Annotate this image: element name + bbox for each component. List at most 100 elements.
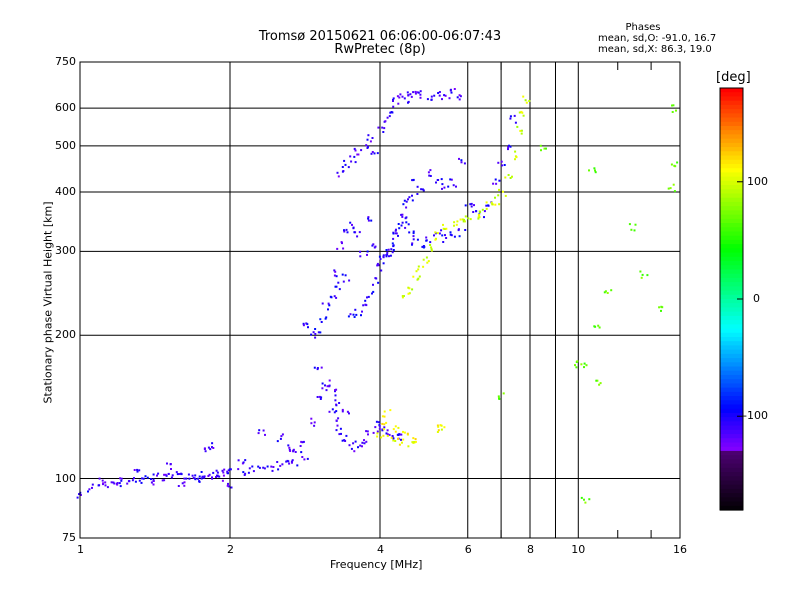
data-point bbox=[411, 288, 414, 291]
data-point bbox=[204, 450, 207, 453]
data-point bbox=[504, 194, 507, 197]
y-tick-label: 75 bbox=[62, 531, 76, 544]
data-point bbox=[270, 465, 273, 468]
data-point bbox=[288, 446, 291, 449]
data-point bbox=[244, 472, 247, 475]
data-point bbox=[169, 463, 172, 465]
data-point bbox=[300, 451, 303, 454]
data-point bbox=[222, 471, 225, 474]
data-point bbox=[580, 363, 583, 366]
data-point bbox=[386, 434, 389, 437]
data-point bbox=[596, 379, 599, 382]
data-point bbox=[133, 477, 135, 480]
data-point bbox=[521, 111, 524, 114]
x-tick-label: 16 bbox=[673, 543, 687, 556]
data-point bbox=[467, 217, 470, 220]
data-point bbox=[156, 474, 158, 477]
data-point bbox=[306, 457, 309, 460]
colorbar-segment bbox=[720, 223, 743, 228]
data-point bbox=[365, 304, 368, 307]
data-point bbox=[429, 175, 432, 177]
data-point bbox=[211, 477, 214, 480]
colorbar-segment bbox=[720, 261, 743, 266]
data-point bbox=[407, 198, 409, 201]
data-point bbox=[401, 295, 404, 297]
colorbar-segment bbox=[720, 324, 743, 330]
data-point bbox=[458, 157, 460, 160]
data-point bbox=[170, 468, 172, 470]
data-point bbox=[281, 433, 284, 436]
data-point bbox=[207, 475, 210, 477]
data-point bbox=[372, 290, 375, 293]
data-point bbox=[494, 178, 497, 181]
colorbar-segment bbox=[720, 438, 743, 444]
data-point bbox=[301, 456, 304, 458]
data-point bbox=[412, 235, 415, 238]
data-point bbox=[266, 465, 269, 468]
data-point bbox=[227, 469, 230, 472]
data-point bbox=[671, 111, 674, 113]
data-point bbox=[356, 153, 359, 156]
data-point bbox=[441, 187, 443, 190]
data-point bbox=[198, 475, 201, 478]
data-point bbox=[110, 481, 113, 484]
colorbar-segment bbox=[720, 138, 743, 144]
data-point bbox=[580, 496, 583, 499]
data-point bbox=[387, 248, 390, 251]
data-point bbox=[321, 382, 324, 385]
data-point bbox=[262, 429, 265, 432]
data-point bbox=[192, 476, 195, 479]
data-point bbox=[299, 445, 302, 447]
data-point bbox=[133, 469, 136, 471]
colorbar-segment bbox=[720, 450, 743, 456]
data-point bbox=[412, 178, 415, 181]
data-point bbox=[450, 234, 453, 237]
colorbar-segment bbox=[720, 125, 743, 131]
data-point bbox=[134, 480, 137, 483]
data-point bbox=[433, 94, 436, 97]
data-point bbox=[425, 239, 428, 242]
data-point bbox=[120, 479, 123, 482]
data-point bbox=[445, 237, 448, 239]
data-point bbox=[661, 306, 664, 309]
data-point bbox=[396, 433, 399, 436]
data-point bbox=[404, 226, 407, 229]
data-point bbox=[401, 95, 404, 98]
data-point bbox=[150, 481, 153, 484]
data-point bbox=[345, 434, 348, 437]
data-point bbox=[425, 256, 428, 259]
colorbar-segment bbox=[720, 501, 743, 507]
data-point bbox=[483, 210, 486, 213]
data-point bbox=[302, 324, 305, 327]
grid-lines bbox=[80, 62, 680, 538]
data-point bbox=[426, 98, 429, 101]
data-point bbox=[459, 95, 462, 98]
data-point bbox=[382, 254, 385, 257]
data-point bbox=[366, 430, 369, 433]
data-point bbox=[371, 244, 374, 247]
data-point bbox=[334, 394, 337, 397]
data-point bbox=[371, 137, 374, 139]
data-point bbox=[349, 313, 352, 316]
data-point bbox=[178, 473, 181, 475]
data-point bbox=[458, 94, 461, 97]
colorbar-segment bbox=[720, 193, 743, 199]
data-point bbox=[120, 477, 123, 480]
data-point bbox=[324, 384, 326, 387]
data-point bbox=[367, 134, 370, 137]
colorbar-segment bbox=[720, 412, 743, 418]
data-point bbox=[392, 105, 395, 108]
data-point bbox=[287, 460, 290, 463]
data-point bbox=[385, 254, 388, 256]
data-point bbox=[312, 331, 315, 334]
data-point bbox=[469, 203, 472, 206]
data-point bbox=[413, 441, 416, 443]
data-point bbox=[341, 439, 344, 442]
data-point bbox=[420, 188, 423, 191]
colorbar-segment bbox=[720, 459, 743, 465]
data-point bbox=[397, 102, 400, 105]
phase-stats: Phases mean, sd,O: -91.0, 16.7 mean, sd,… bbox=[598, 22, 716, 55]
data-point bbox=[334, 399, 337, 402]
data-point bbox=[604, 290, 607, 293]
data-point bbox=[598, 383, 601, 386]
